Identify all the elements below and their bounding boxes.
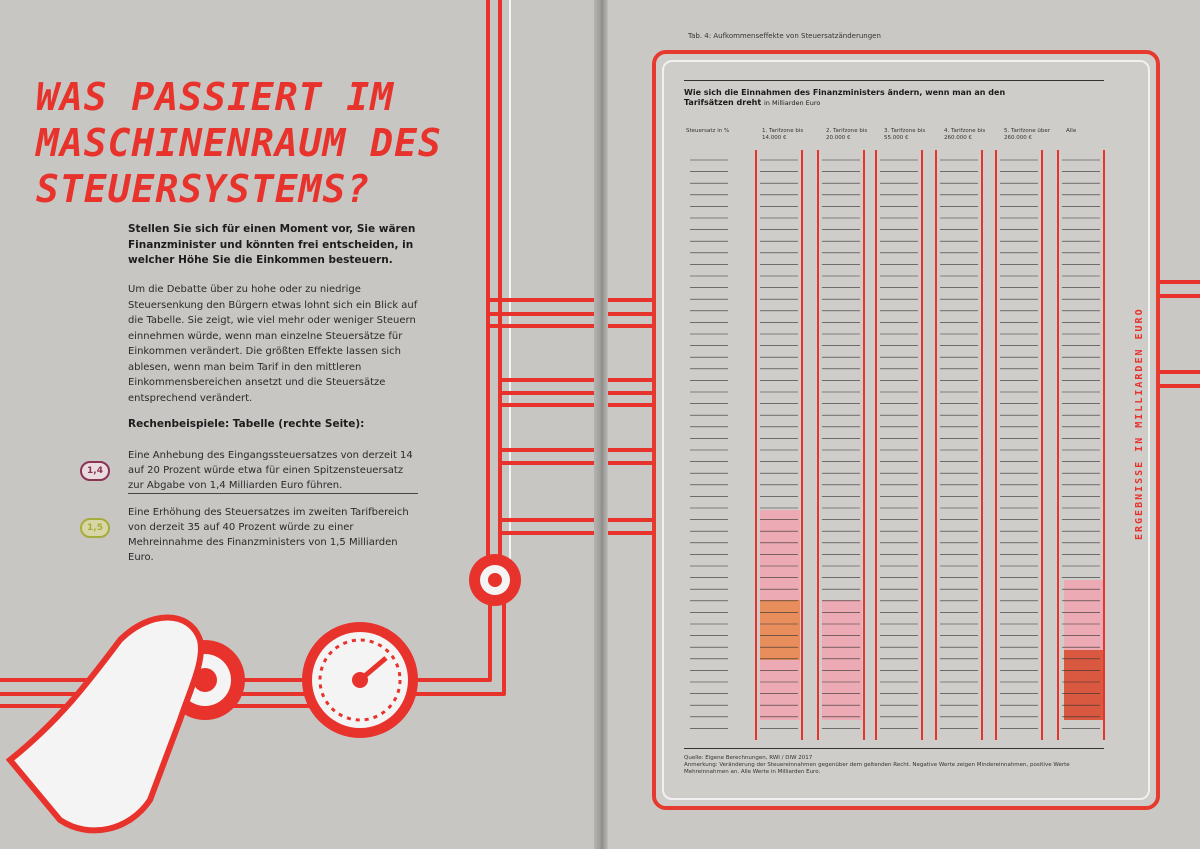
page-title: WAS PASSIERT IM MASCHINENRAUM DES STEUER… [36,75,442,211]
col-header-0: Steuersatz in % [686,128,730,134]
col-header-2: 2. Tarifzone bis 20.000 € [826,128,868,141]
table-unit: in Milliarden Euro [763,99,821,107]
col-header-6: Alle [1066,128,1077,134]
example-1: Eine Anhebung des Eingangssteuersatzes v… [128,448,418,494]
example-2-marker: 1,5 [80,518,110,538]
highlight-band [760,600,800,660]
table-rule-bottom [684,748,1104,749]
col-header-1: 1. Tarifzone bis 14.000 € [762,128,804,141]
table-title-text: Wie sich die Einnahmen des Finanzministe… [684,88,1006,107]
body-paragraph: Um die Debatte über zu hohe oder zu nied… [128,284,418,404]
highlight-band [1064,650,1104,720]
calc-heading: Rechenbeispiele: Tabelle (rechte Seite): [128,418,365,430]
example-2: Eine Erhöhung des Steuersatzes im zweite… [128,507,409,563]
highlight-band [822,600,862,720]
side-label: ERGEBNISSE IN MILLIARDEN EURO [1118,250,1145,550]
footnote-source: Quelle: Eigene Berechnungen, RWI / DIW 2… [684,755,813,761]
table-caption: Tab. 4: Aufkommenseffekte von Steuersatz… [688,32,881,40]
col-header-5: 5. Tarifzone über 260.000 € [1004,128,1051,141]
pressure-gauge-icon [302,622,418,738]
table-rule-top [684,80,1104,81]
page-gutter [594,0,608,849]
intro-paragraph: Stellen Sie sich für einen Moment vor, S… [128,223,416,266]
gear-icon [469,554,521,606]
table-footnotes: Quelle: Eigene Berechnungen, RWI / DIW 2… [684,755,1084,776]
col-header-3: 3. Tarifzone bis 55.000 € [884,128,926,141]
hand-illustration [5,614,204,834]
col-header-4: 4. Tarifzone bis 260.000 € [944,128,986,141]
footnote-note: Anmerkung: Veränderung der Steuereinnahm… [684,762,1070,775]
table-title: Wie sich die Einnahmen des Finanzministe… [684,88,1014,108]
side-label-text: ERGEBNISSE IN MILLIARDEN EURO [1134,307,1145,540]
example-1-marker: 1,4 [80,461,110,481]
